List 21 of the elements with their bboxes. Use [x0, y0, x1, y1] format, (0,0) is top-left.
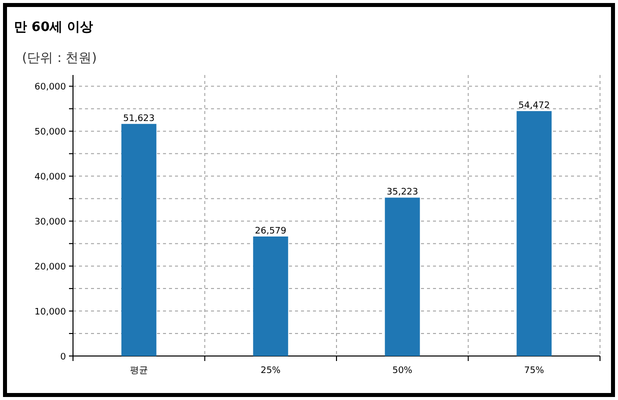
x-tick-label: 평균 [130, 366, 148, 376]
y-tick-label: 50,000 [34, 128, 66, 138]
x-tick-label: 50% [392, 366, 413, 376]
bar [121, 124, 156, 356]
data-label: 26,579 [254, 226, 287, 236]
x-tick-label: 75% [524, 366, 545, 376]
data-label: 51,623 [123, 114, 155, 124]
x-tick-label: 25% [260, 366, 282, 376]
data-label: 54,472 [518, 101, 550, 112]
y-tick-label: 60,000 [34, 82, 66, 93]
data-label: 35,223 [386, 188, 418, 198]
y-tick-label: 40,000 [34, 172, 66, 183]
bar [253, 236, 288, 356]
chart-title: 만 60세 이상 [14, 20, 94, 35]
y-tick-label: 30,000 [34, 218, 66, 228]
y-tick-label: 10,000 [34, 308, 66, 318]
chart-subtitle: (단위 : 천원) [22, 51, 97, 66]
y-tick-label: 20,000 [34, 262, 66, 273]
y-tick-label: 0 [60, 352, 66, 362]
bar [516, 111, 552, 356]
bar [384, 198, 420, 356]
